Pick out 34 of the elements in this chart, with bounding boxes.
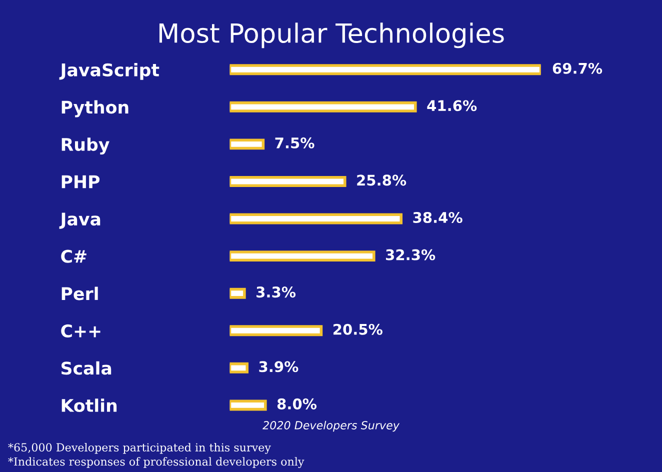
data-label: 32.3% [386,249,436,260]
y-tick-label: Java [59,212,100,229]
chart-title: Most Popular Technologies [159,22,504,48]
data-label: 3.9% [259,361,298,372]
data-label: 3.3% [256,286,296,298]
bar [230,400,267,411]
y-tick-label: Perl [62,286,98,300]
y-tick-label: PHP [62,175,100,188]
data-label: 25.8% [357,174,406,186]
y-tick-label: Kotlin [62,398,117,412]
bar [230,64,541,76]
bar [230,325,323,336]
y-tick-label: C# [61,250,86,263]
data-label: 41.6% [427,100,477,112]
y-tick-label: JavaScript [59,63,160,80]
data-label: 20.5% [333,324,382,335]
bar [230,176,346,187]
y-tick-label: Python [62,100,128,118]
data-label: 69.7% [552,62,602,74]
data-label: 38.4% [413,212,462,224]
text: *Indicates responses of professional developers only [8,457,304,468]
data-label: 7.5% [275,137,314,148]
bar [230,101,417,112]
bar [230,213,403,224]
data-label: 8.0% [277,398,317,410]
annotation: 2020 Developers Survey [262,420,400,432]
y-tick-label: C++ [61,324,100,338]
text: *65,000 Developers participated in this survey [8,442,271,454]
bar [230,288,246,299]
y-tick-label: Scala [62,361,112,375]
bar [230,138,265,150]
bar [230,362,249,374]
y-tick-label: Ruby [62,138,110,155]
bar [230,250,376,262]
